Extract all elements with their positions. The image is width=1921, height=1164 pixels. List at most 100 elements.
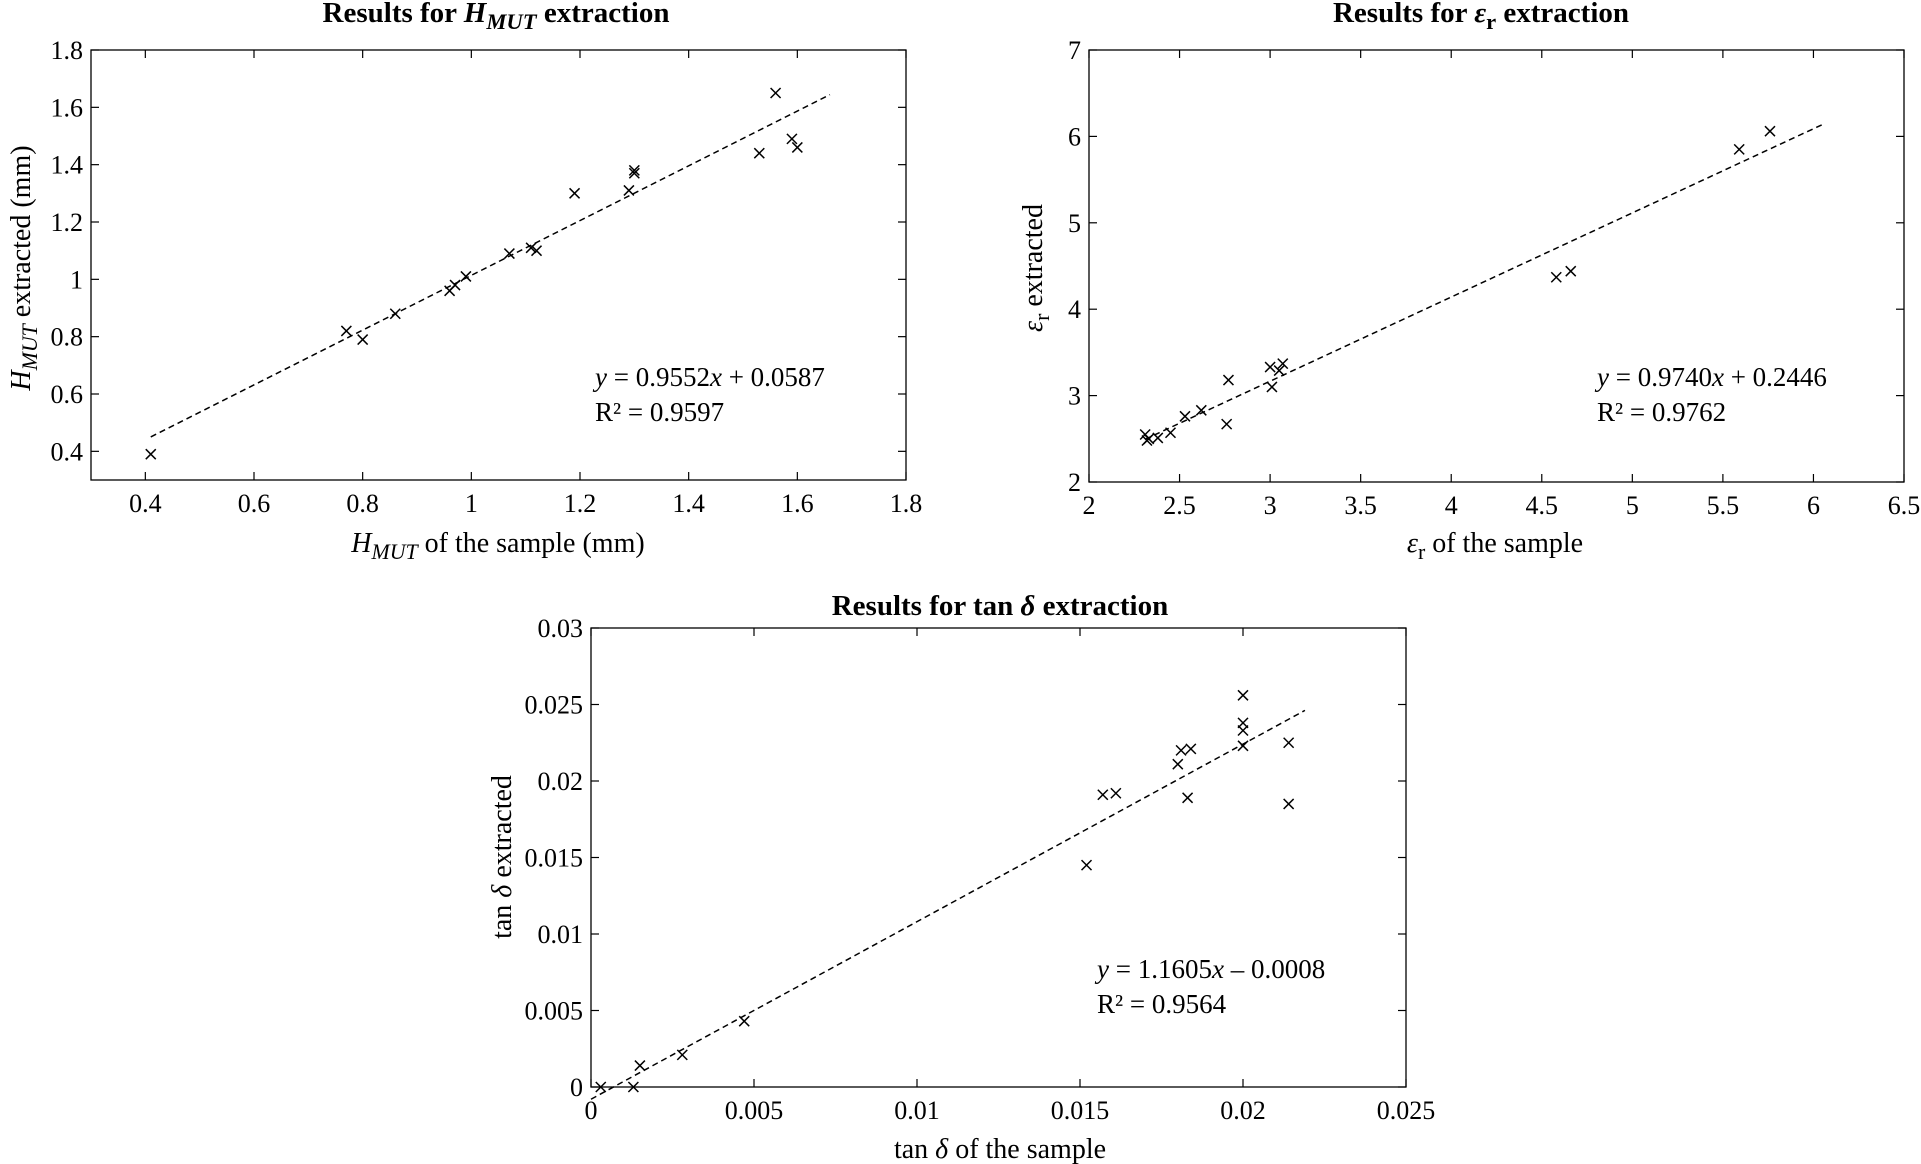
label-part: Results for (1333, 0, 1474, 29)
y-tick-label: 5 (1068, 209, 1081, 238)
y-tick-label: 0.8 (51, 323, 84, 352)
y-tick-label: 0 (570, 1073, 583, 1102)
chart-title: Results for tan δ extraction (832, 590, 1169, 622)
label-part: + 0.0587 (722, 362, 825, 392)
axis-ticks: 0 0.005 0.01 0.015 0.02 0.025 0 0.005 0.01 0.015 0… (525, 614, 1436, 1125)
data-point (1110, 787, 1122, 799)
x-tick-label: 6.5 (1888, 491, 1921, 520)
x-tick-label: 6 (1807, 491, 1820, 520)
y-tick-label: 2 (1068, 468, 1081, 497)
label-part: ε (1407, 528, 1418, 559)
label-part: ε (1474, 0, 1486, 29)
data-point (145, 448, 157, 460)
data-point (1283, 737, 1295, 749)
data-point (1237, 724, 1249, 737)
x-tick-label: 0.025 (1377, 1096, 1436, 1125)
data-points (595, 689, 1295, 1093)
y-tick-label: 0.025 (525, 691, 584, 720)
chart-hmut: Results for HMUT extraction 0.4 0.6 0.8 1 1.… (6, 0, 922, 564)
label-part: – 0.0008 (1224, 954, 1325, 984)
label-part: x (1711, 362, 1724, 392)
label-part: MUT (485, 9, 537, 34)
y-axis-label: tan δ extracted (487, 775, 518, 939)
label-part: extracted (mm) (6, 145, 37, 324)
data-point (1733, 143, 1745, 155)
axis-ticks: 0.4 0.6 0.8 1 1.2 1.4 1.6 1.8 0.4 0.6 0.8 1 1.2 1.4 1.… (51, 36, 923, 518)
label-part: tan (894, 1134, 935, 1164)
data-point (1273, 365, 1285, 377)
label-part: of the sample (mm) (418, 528, 645, 559)
y-axis-label: εr extracted (1018, 204, 1054, 332)
fit-equation: y = 1.1605x – 0.0008 (1094, 954, 1325, 984)
x-tick-label: 4 (1445, 491, 1458, 520)
label-part: extraction (537, 0, 670, 29)
data-point (1283, 798, 1295, 810)
y-axis-label: HMUT extracted (mm) (6, 145, 42, 391)
data-point (770, 87, 782, 99)
x-tick-label: 0.01 (894, 1096, 940, 1125)
data-point (389, 308, 401, 320)
data-point (1764, 125, 1776, 137)
data-point (1237, 740, 1249, 752)
data-point (634, 1060, 646, 1072)
x-tick-label: 5.5 (1707, 491, 1740, 520)
data-point (1172, 758, 1184, 770)
x-tick-label: 0.6 (238, 489, 271, 518)
data-point (1185, 743, 1197, 755)
data-point (1264, 361, 1276, 373)
plot-area-frame (1088, 49, 1905, 483)
x-tick-label: 1.4 (672, 489, 705, 518)
y-tick-label: 7 (1068, 36, 1081, 65)
label-part: of the sample (948, 1134, 1106, 1164)
x-tick-label: 0.015 (1051, 1096, 1110, 1125)
data-point (525, 242, 537, 254)
y-tick-label: 1.6 (51, 93, 84, 122)
label-part: δ (1021, 590, 1036, 622)
data-point (623, 184, 635, 196)
data-point (628, 167, 640, 179)
data-point (1097, 789, 1109, 801)
data-point (738, 1015, 750, 1027)
label-part: y (1094, 954, 1109, 984)
data-point (1164, 427, 1177, 439)
data-point (1222, 374, 1234, 386)
y-tick-label: 0.015 (525, 844, 584, 873)
x-tick-label: 5 (1626, 491, 1639, 520)
plot-area-frame (590, 627, 1407, 1088)
data-point (503, 248, 515, 260)
label-part: extracted (1018, 204, 1049, 314)
y-tick-label: 1.8 (51, 36, 84, 65)
data-points (145, 87, 803, 460)
label-part: H (463, 0, 488, 29)
data-point (595, 1081, 607, 1093)
x-tick-label: 2 (1083, 491, 1096, 520)
chart-title: Results for εr extraction (1333, 0, 1629, 34)
data-point (1080, 859, 1093, 871)
data-point (531, 245, 543, 257)
data-point (357, 334, 369, 346)
x-tick-label: 0 (585, 1096, 598, 1125)
y-tick-label: 1.4 (51, 151, 84, 180)
data-point (753, 147, 765, 159)
label-part: H (350, 528, 373, 559)
x-tick-label: 0.005 (725, 1096, 784, 1125)
label-part: Results for (323, 0, 464, 29)
x-tick-label: 2.5 (1163, 491, 1196, 520)
label-part: MUT (18, 322, 42, 371)
fit-equation: y = 0.9552x + 0.0587 (592, 362, 825, 392)
data-point (1266, 381, 1278, 393)
r-squared: R² = 0.9597 (595, 397, 724, 427)
label-part: tan (487, 898, 518, 939)
r-squared: R² = 0.9564 (1097, 989, 1227, 1019)
data-point (449, 279, 461, 291)
y-tick-label: 0.03 (538, 614, 584, 643)
y-tick-label: 1.2 (51, 208, 84, 237)
data-point (791, 141, 803, 153)
x-tick-label: 1 (465, 489, 478, 518)
label-part: r (1418, 540, 1426, 564)
data-point (1179, 410, 1191, 422)
y-tick-label: 6 (1068, 122, 1081, 151)
label-part: extraction (1496, 0, 1629, 29)
label-part: MUT (371, 540, 420, 564)
